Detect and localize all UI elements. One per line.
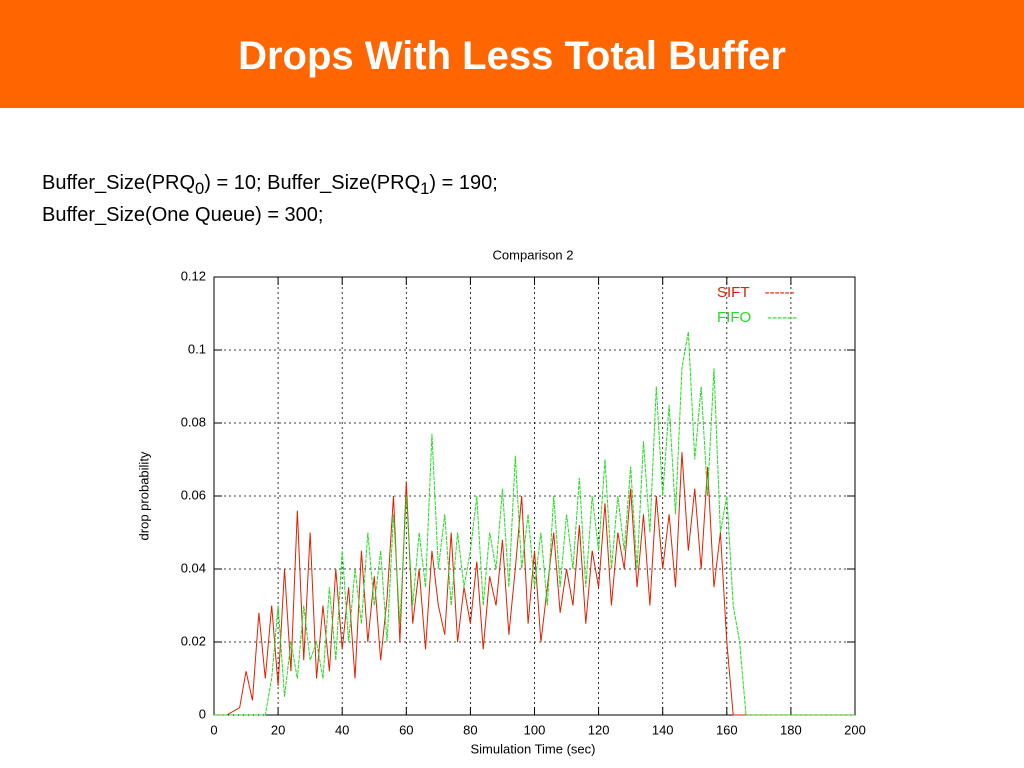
subscript: 0 bbox=[195, 179, 205, 198]
x-tick-label: 160 bbox=[716, 722, 738, 737]
y-axis-label: drop probability bbox=[136, 451, 151, 540]
x-axis-label: Simulation Time (sec) bbox=[471, 741, 596, 756]
legend-name: FIFO bbox=[717, 309, 751, 326]
subscript: 1 bbox=[420, 179, 430, 198]
legend-sample: ------ bbox=[767, 309, 797, 326]
chart-title: Comparison 2 bbox=[493, 247, 574, 262]
x-tick-label: 140 bbox=[652, 722, 674, 737]
y-tick-label: 0.12 bbox=[181, 268, 206, 283]
text: ) = 10; Buffer_Size(PRQ bbox=[204, 172, 421, 194]
y-tick-label: 0.02 bbox=[181, 633, 206, 648]
y-tick-label: 0.1 bbox=[188, 341, 206, 356]
x-tick-label: 180 bbox=[780, 722, 802, 737]
text: ) = 190; bbox=[429, 172, 498, 194]
subtitle-line: Buffer_Size(PRQ0) = 10; Buffer_Size(PRQ1… bbox=[42, 172, 498, 199]
x-tick-label: 80 bbox=[463, 722, 477, 737]
slide-title: Drops With Less Total Buffer bbox=[0, 0, 1024, 108]
x-tick-label: 0 bbox=[210, 722, 217, 737]
x-tick-label: 40 bbox=[335, 722, 349, 737]
subtitle-line: Buffer_Size(One Queue) = 300; bbox=[42, 204, 324, 226]
x-tick-label: 100 bbox=[524, 722, 546, 737]
legend-entry: SIFT ------ bbox=[717, 284, 795, 301]
plot-frame bbox=[213, 276, 856, 716]
y-tick-label: 0 bbox=[199, 706, 206, 721]
x-tick-label: 20 bbox=[271, 722, 285, 737]
x-tick-label: 120 bbox=[588, 722, 610, 737]
legend-name: SIFT bbox=[717, 284, 749, 301]
legend-sample: ------ bbox=[765, 284, 795, 301]
y-tick-label: 0.06 bbox=[181, 487, 206, 502]
series-line bbox=[214, 331, 855, 716]
y-tick-label: 0.04 bbox=[181, 560, 206, 575]
y-tick-label: 0.08 bbox=[181, 414, 206, 429]
x-tick-label: 60 bbox=[399, 722, 413, 737]
legend-entry: FIFO ------ bbox=[717, 309, 797, 326]
x-tick-label: 200 bbox=[844, 722, 866, 737]
text: Buffer_Size(PRQ bbox=[42, 172, 196, 194]
